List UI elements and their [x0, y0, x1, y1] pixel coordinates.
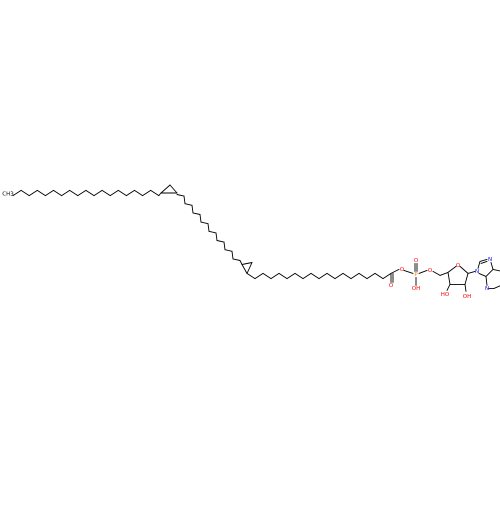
ester-carbonyl-oxygen: O [389, 283, 394, 289]
ribose-ring-oxygen: O [456, 263, 461, 269]
ribose-ring-bond [459, 265, 469, 274]
cyclopropane-ring-lower [246, 262, 253, 274]
alkyl-chain-middle [232, 258, 241, 261]
cyclopropane-ring-upper [169, 184, 178, 194]
alkyl-chain-lower [294, 272, 304, 280]
phosphate-oxo-oxygen: O [414, 258, 419, 264]
cyclopropane-ring-lower [241, 262, 253, 265]
cyclopropane-ring-upper [160, 184, 171, 194]
adenine-n9: N [475, 269, 479, 275]
purine-bond [478, 272, 487, 277]
alkyl-chain-upper [150, 189, 160, 197]
c4-bond [439, 271, 449, 276]
alkyl-chain-upper [134, 189, 144, 197]
alkyl-chain-middle [215, 232, 218, 241]
alkyl-chain-upper [36, 189, 46, 197]
alkyl-chain-middle [191, 204, 194, 214]
pyrimidine-bond [493, 285, 500, 289]
bond [158, 192, 162, 197]
alkyl-chain-middle [183, 195, 186, 205]
alkyl-chain-lower [350, 272, 360, 280]
alkyl-chain-upper [93, 189, 103, 197]
alkyl-chain-lower [374, 272, 384, 280]
purine-double-bond [480, 260, 488, 264]
bond-layer [12, 184, 500, 292]
bond [239, 260, 243, 265]
alkyl-chain-middle [199, 214, 202, 223]
alkyl-chain-lower [286, 272, 296, 280]
atom-label-layer: CH3OOPOOHOOHOOHNNNNNH2 [2, 192, 492, 300]
c3-oh-bond [446, 283, 451, 291]
alkyl-chain-lower [246, 272, 256, 280]
alkyl-chain-upper [101, 189, 111, 197]
ribose-ring-bond [447, 271, 451, 285]
adenine-n3: N [485, 286, 489, 292]
alkyl-chain-upper [20, 189, 30, 197]
alkyl-chain-upper [85, 189, 95, 197]
ribose-2-hydroxyl: OH [463, 294, 471, 300]
phosphorus-atom: P [414, 272, 418, 278]
alkyl-chain-lower [318, 272, 328, 280]
cyclopropane-ring-lower [241, 264, 248, 274]
pyrimidine-bond [492, 268, 500, 272]
phosphate-ester-bond [403, 269, 414, 274]
ribose-ring-bond [447, 265, 457, 273]
alkyl-chain-lower [302, 272, 312, 280]
adenine-n7: N [488, 257, 492, 263]
alkyl-chain-middle [224, 249, 233, 252]
purine-bond [477, 260, 481, 269]
alkyl-chain-upper [53, 189, 63, 197]
phosphate-bridge-bond [418, 269, 428, 274]
alkyl-chain-middle [223, 241, 226, 251]
alkyl-chain-lower [254, 272, 264, 280]
alkyl-chain-lower [310, 272, 320, 280]
alkyl-chain-middle [200, 221, 209, 225]
ester-bond [390, 268, 400, 274]
alkyl-chain-lower [366, 272, 376, 280]
alkyl-chain-lower [270, 272, 280, 280]
alkyl-chain-upper [44, 189, 54, 197]
alkyl-chain-middle [208, 230, 217, 234]
purine-bond [485, 268, 494, 277]
alkyl-chain-upper [77, 189, 87, 197]
alkyl-chain-lower [342, 272, 352, 280]
alkyl-chain-middle [216, 240, 225, 243]
alkyl-chain-lower [334, 272, 344, 280]
alkyl-chain-upper [142, 189, 152, 197]
pyrimidine-bond [485, 275, 488, 286]
ribose-3-hydroxyl: HO [441, 292, 450, 298]
alkyl-chain-upper [125, 189, 135, 197]
alkyl-chain-middle [184, 203, 193, 206]
alkyl-chain-middle [176, 194, 185, 197]
purine-bond [490, 261, 494, 270]
alkyl-chain-lower [382, 272, 392, 280]
alkyl-chain-lower [278, 272, 288, 280]
alkyl-chain-upper [61, 189, 71, 197]
alkyl-chain-upper [117, 189, 127, 197]
glycosidic-bond [467, 270, 476, 274]
terminal-methyl-label: CH3 [2, 192, 14, 198]
alkyl-chain-lower [358, 272, 368, 280]
alkyl-chain-middle [207, 223, 210, 232]
alkyl-chain-upper [109, 189, 119, 197]
purine-bond [479, 258, 488, 262]
alkyl-chain-middle [192, 212, 201, 215]
ribose-ring-bond [464, 272, 469, 285]
alkyl-chain-lower [326, 272, 336, 280]
alkyl-chain-upper [69, 189, 79, 197]
alkyl-chain-middle [231, 250, 234, 260]
ester-bridge-oxygen: O [400, 267, 405, 273]
c5-bond [432, 270, 441, 276]
alkyl-chain-upper [12, 189, 22, 197]
alkyl-chain-upper [28, 189, 38, 197]
phosphate-hydroxyl: OH [412, 286, 420, 292]
alkyl-chain-lower [262, 272, 272, 280]
phosphate-bridge-oxygen: O [428, 268, 433, 274]
c2-oh-bond [464, 283, 467, 292]
